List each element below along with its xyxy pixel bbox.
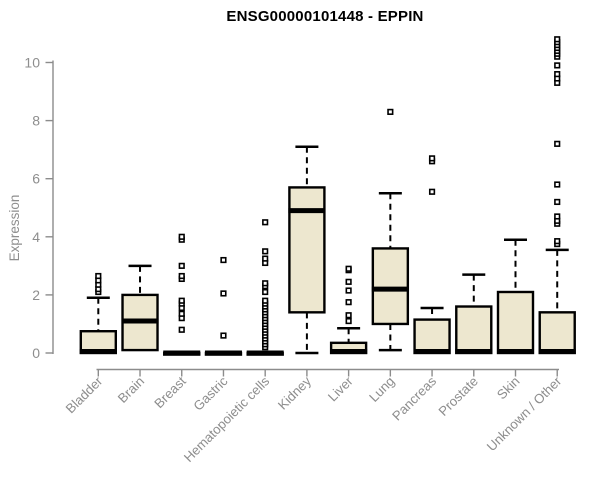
x-tick-label: Breast	[151, 373, 189, 411]
x-tick-label: Bladder	[63, 373, 106, 416]
box-bladder	[79, 272, 118, 355]
iqr-box	[371, 247, 410, 326]
outlier-point	[262, 219, 269, 226]
outlier-point	[554, 71, 561, 78]
outlier-point	[95, 272, 102, 280]
x-tick-label: Lung	[366, 374, 397, 405]
outlier-point	[554, 238, 561, 245]
outlier-point	[262, 280, 269, 287]
outlier-point	[262, 288, 269, 296]
x-tick-label: Kidney	[275, 373, 314, 412]
iqr-box	[413, 318, 451, 355]
outlier-point	[220, 256, 227, 264]
y-tick-label: 4	[32, 229, 40, 245]
outlier-point	[554, 213, 561, 220]
x-tick-label: Gastric	[190, 373, 230, 413]
y-tick-label: 0	[32, 345, 40, 361]
outlier-point	[345, 265, 352, 272]
iqr-box	[288, 186, 326, 314]
outlier-point	[178, 233, 185, 240]
x-tick-label: Prostate	[436, 374, 481, 419]
outlier-point	[220, 332, 227, 339]
outlier-point	[345, 287, 352, 294]
box-pancreas	[413, 155, 451, 355]
x-tick-label: Unknown / Other	[484, 373, 565, 454]
y-axis: 0 2 4 6 8 10	[24, 55, 54, 361]
box-breast	[163, 233, 201, 356]
outlier-point	[262, 248, 269, 255]
outlier-point	[345, 312, 352, 319]
outlier-point	[178, 310, 185, 317]
outlier-point	[220, 290, 227, 297]
outlier-point	[262, 255, 269, 262]
iqr-box	[496, 290, 535, 355]
x-tick-label: Pancreas	[389, 373, 439, 423]
outlier-point	[345, 299, 352, 306]
outlier-point	[554, 181, 561, 188]
outlier-point	[554, 62, 561, 69]
iqr-box	[455, 305, 493, 355]
box-skin	[496, 238, 535, 355]
x-tick-label: Liver	[325, 373, 356, 404]
chart-title: ENSG00000101448 - EPPIN	[226, 8, 424, 25]
outlier-point	[262, 297, 269, 304]
box-liver	[329, 265, 368, 355]
y-tick-label: 8	[32, 113, 40, 129]
outlier-point	[554, 140, 561, 147]
box-gastric	[204, 256, 243, 356]
iqr-box	[538, 311, 576, 355]
box-prostate	[455, 273, 493, 355]
box-kidney	[288, 145, 326, 355]
outlier-point	[428, 155, 436, 162]
outlier-point	[178, 272, 185, 280]
outlier-point	[554, 36, 561, 43]
outlier-point	[387, 108, 394, 115]
x-tick-label: Skin	[494, 374, 523, 403]
x-tick-label: Brain	[115, 374, 147, 406]
y-tick-label: 10	[24, 55, 40, 71]
outlier-point	[178, 326, 185, 333]
box-brain	[121, 264, 159, 352]
y-tick-label: 6	[32, 171, 40, 187]
outlier-point	[345, 278, 352, 285]
box-lung	[371, 108, 410, 352]
outlier-point	[428, 188, 436, 195]
outlier-point	[178, 262, 185, 269]
box-hematopoietic-cells	[246, 219, 284, 356]
outlier-point	[178, 297, 185, 304]
outlier-point	[554, 198, 561, 206]
y-tick-label: 2	[32, 287, 40, 303]
box-unknown-other	[538, 36, 576, 355]
outlier-point	[345, 317, 352, 325]
